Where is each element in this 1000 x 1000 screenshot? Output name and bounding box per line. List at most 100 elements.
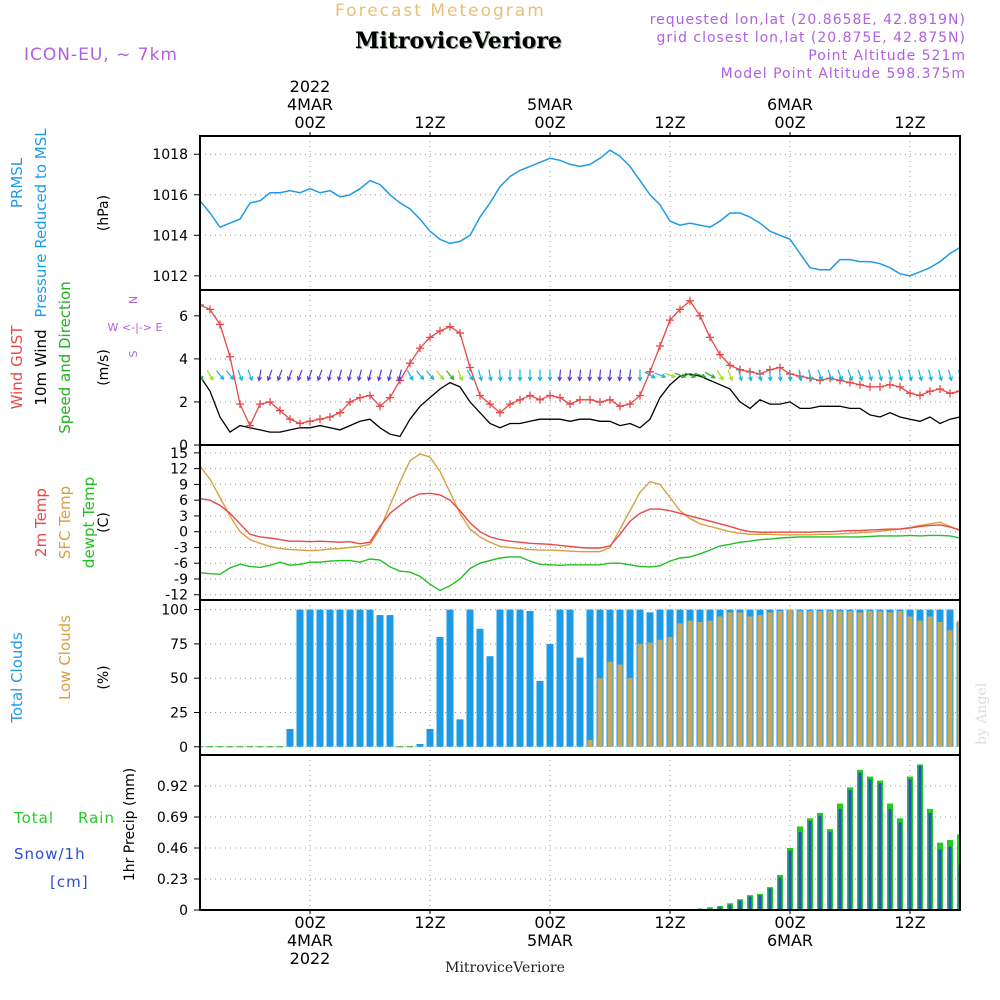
y-tick-label: 0	[179, 525, 188, 541]
low-cloud-bar	[657, 639, 663, 747]
top-time-label: 12Z	[414, 113, 445, 132]
y-tick-label: 0.92	[157, 779, 188, 795]
wind-direction-arrow	[827, 369, 834, 382]
low-cloud-bar	[627, 678, 633, 747]
y-tick-label: -6	[174, 556, 188, 572]
gust-marker	[656, 341, 664, 350]
bottom-time-label: 00Z	[294, 913, 325, 932]
wind-direction-arrow	[316, 369, 323, 382]
wind-direction-arrow	[817, 369, 824, 382]
snow-bar	[958, 865, 959, 909]
low-cloud-bar	[687, 620, 693, 747]
snow-bar	[758, 895, 762, 909]
low-cloud-bar	[587, 739, 593, 747]
y-axis-unit: 1hr Precip (mm)	[122, 768, 138, 881]
gust-marker	[706, 333, 714, 342]
total-cloud-bar	[336, 609, 344, 747]
wind-direction-arrow	[938, 369, 943, 382]
total-cloud-bar	[456, 719, 464, 747]
gust-marker	[956, 390, 959, 392]
low-cloud-bar	[877, 610, 883, 747]
total-cloud-bar	[566, 609, 574, 747]
wind-direction-arrow	[597, 369, 603, 382]
wind-direction-arrow	[738, 369, 743, 382]
gust-marker	[886, 380, 894, 389]
low-cloud-bar	[647, 642, 653, 747]
wind-direction-arrow	[654, 372, 667, 379]
wind-direction-arrow	[507, 369, 513, 382]
top-time-label: 12Z	[654, 113, 685, 132]
wind-direction-arrow	[257, 369, 262, 382]
wind-direction-arrow	[787, 369, 793, 382]
low-cloud-bar	[927, 616, 933, 747]
chart-panels: 1012 1014 1016 1018 (hPa) PRMSL Pressure Reduc…	[8, 128, 961, 919]
low-cloud-bar	[787, 609, 793, 747]
y-axis-unit: (hPa)	[96, 195, 112, 231]
panel-label: PRMSL	[8, 157, 26, 208]
wind-direction-arrow	[767, 369, 773, 382]
low-cloud-bar	[947, 630, 953, 747]
panel-label: Wind GUST	[8, 325, 26, 410]
snow-bar	[918, 765, 922, 909]
y-tick-label: -12	[165, 588, 188, 604]
wind-direction-arrow	[357, 369, 362, 382]
low-cloud-bar	[757, 615, 763, 747]
wind-direction-arrow	[286, 369, 293, 382]
bottom-time-label: 12Z	[654, 913, 685, 932]
top-time-label: 00Z	[774, 113, 805, 132]
low-cloud-bar	[697, 621, 703, 747]
wind-direction-arrow	[276, 369, 283, 382]
gust-marker	[476, 391, 484, 400]
low-cloud-bar	[727, 612, 733, 747]
panel-label: Rain	[78, 809, 115, 827]
total-cloud-bar	[326, 609, 334, 747]
snow-bar	[858, 772, 862, 909]
panel-label: Speed and Direction	[56, 281, 74, 434]
snow-bar	[768, 888, 772, 909]
wind-direction-arrow	[426, 370, 435, 381]
panel-label: dewpt Temp	[80, 477, 98, 568]
wind-direction-arrow	[878, 369, 883, 382]
snow-bar	[948, 846, 952, 909]
wind-direction-arrow	[436, 370, 445, 381]
wind-direction-arrow	[216, 370, 225, 381]
y-tick-label: 0	[179, 740, 188, 756]
y-tick-label: 9	[179, 477, 188, 493]
panel-2: 0 2 4 6 (m/s) Wind GUST 10m Wind Speed and Dire…	[8, 281, 961, 454]
gust-marker	[356, 393, 364, 402]
low-cloud-bar	[827, 610, 833, 747]
gust-marker	[496, 408, 504, 417]
requested-coords: requested lon,lat (20.8658E, 42.8919N)	[650, 12, 966, 28]
gust-line	[201, 299, 959, 428]
watermark: by Angel	[974, 682, 990, 745]
forecast-title: Forecast Meteogram	[335, 1, 546, 21]
total-cloud-bar	[496, 609, 504, 747]
top-time-label: 00Z	[294, 113, 325, 132]
panel-label: Snow/1h	[14, 845, 86, 863]
snow-bar	[938, 849, 942, 909]
top-time-label: 5MAR	[527, 95, 573, 114]
gust-marker	[926, 387, 934, 396]
y-tick-label: -3	[174, 540, 188, 556]
snow-bar	[808, 821, 812, 909]
gust-marker	[736, 365, 744, 374]
low-cloud-bar	[807, 610, 813, 747]
wind-direction-arrow	[337, 369, 342, 382]
wind-direction-arrow	[266, 369, 273, 382]
gust-marker	[266, 397, 274, 406]
y-tick-label: 100	[161, 603, 188, 619]
low-cloud-bar	[767, 612, 773, 747]
total-cloud-bar	[346, 609, 354, 747]
panel-label: Total Clouds	[8, 632, 26, 724]
low-cloud-bar	[907, 616, 913, 747]
low-cloud-bar	[607, 661, 613, 747]
snow-bar	[718, 907, 722, 909]
snow-bar	[698, 908, 702, 909]
wind-direction-arrow	[406, 369, 414, 381]
total-cloud-bar	[596, 609, 604, 747]
wind-direction-arrow	[296, 369, 303, 382]
gust-marker	[666, 316, 674, 325]
